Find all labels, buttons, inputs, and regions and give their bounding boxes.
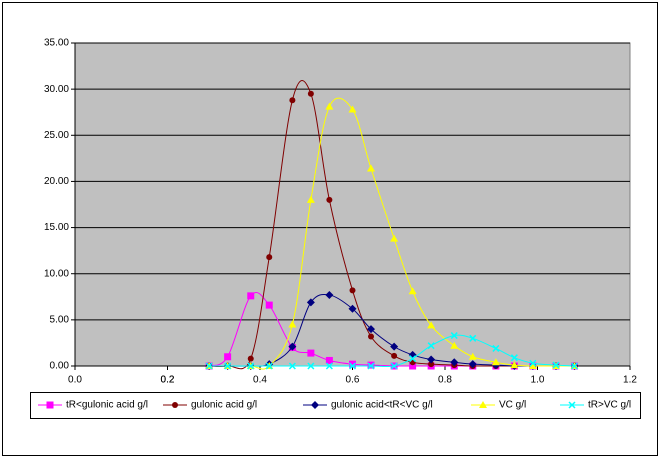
y-tick-label: 25.00 [44,130,69,141]
y-tick-label: 5.00 [50,314,70,325]
marker [450,358,459,367]
y-tick-label: 20.00 [44,176,69,187]
marker [468,352,477,360]
legend-marker [311,401,319,409]
y-tick-label: 30.00 [44,84,69,95]
marker [247,355,254,362]
marker [224,353,232,361]
marker [529,359,537,367]
y-tick-label: 35.00 [44,38,69,49]
marker [247,292,255,300]
marker [391,352,398,359]
marker [367,164,375,172]
marker [247,362,255,370]
marker [289,97,296,104]
x-tick-label: 0.8 [438,375,452,386]
marker [390,234,399,242]
legend-label: VC g/l [499,400,526,411]
legend-marker [568,401,576,409]
marker [427,321,436,329]
marker [288,362,296,370]
x-tick-label: 0.6 [346,375,360,386]
marker [450,332,458,340]
marker [469,334,477,342]
marker [265,301,273,309]
marker [326,196,333,203]
plot-area [74,42,631,367]
marker [349,287,356,294]
marker [224,362,232,370]
legend-marker [172,402,178,408]
marker [510,361,519,369]
marker [510,354,518,362]
marker [428,361,435,368]
marker [288,342,297,351]
marker [450,341,459,349]
marker [552,361,560,369]
x-tick-label: 1.0 [531,375,545,386]
legend-label: tR<gulonic acid g/l [66,400,148,411]
y-tick-label: 15.00 [44,222,69,233]
marker [368,333,374,340]
legend-box [30,392,641,419]
marker [390,362,398,370]
x-tick-label: 0.2 [161,375,175,386]
marker [265,362,273,370]
marker [492,344,500,352]
marker [408,287,417,295]
marker [307,362,315,370]
x-tick-label: 1.2 [623,375,637,386]
marker [307,349,315,357]
marker [528,362,537,369]
marker [205,362,213,370]
y-tick-label: 0.00 [50,361,70,372]
marker [306,195,315,203]
marker [306,298,315,307]
marker [348,362,357,370]
legend-label: gulonic acid g/l [191,400,257,411]
marker [468,360,477,369]
marker [266,254,273,261]
y-tick-label: 10.00 [44,268,69,279]
legend-marker [46,401,54,409]
marker [409,355,417,363]
x-tick-label: 0.2 [161,375,175,386]
marker [367,325,375,334]
marker [427,342,435,350]
x-tick-label: 0.4 [253,375,267,386]
marker [288,320,297,328]
marker [325,102,334,110]
marker [390,342,399,351]
marker [367,362,375,370]
legend-label: gulonic acid<tR<VC g/l [331,400,433,411]
marker [491,358,500,366]
legend-label: tR>VC g/l [588,400,631,411]
marker [570,362,579,370]
legend-marker [479,401,487,408]
marker [325,362,333,370]
marker [409,362,417,370]
marker [348,304,357,313]
marker [307,90,314,97]
x-tick-label: 0.0 [68,375,82,386]
marker [427,355,436,364]
marker [325,290,334,299]
marker [348,105,357,113]
marker [325,356,333,364]
marker [349,360,356,368]
